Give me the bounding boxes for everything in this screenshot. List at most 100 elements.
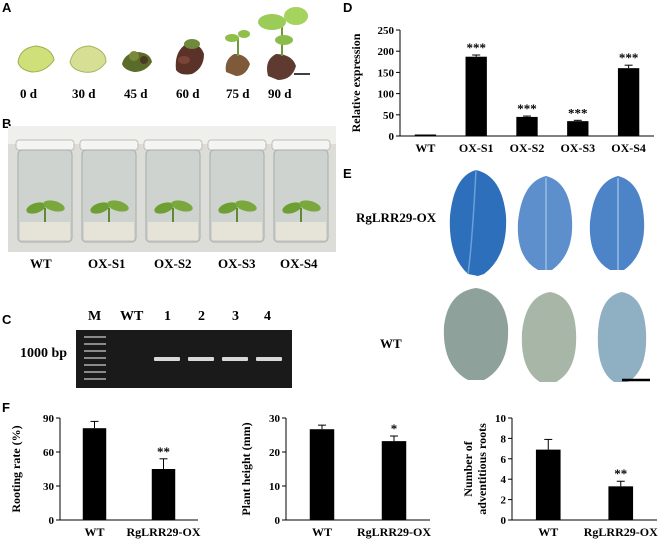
y-tick-label: 20 [269,447,281,459]
y-tick-label: 0 [501,515,507,527]
time-label-60d: 60 d [176,86,200,101]
significance-marker: ** [614,466,627,481]
panel-letter-b: B [2,116,12,131]
jar-5 [271,139,331,243]
band-size-label: 1000 bp [20,346,68,361]
jar-label-ox-s3: OX-S3 [218,256,256,271]
y-tick-label: 10 [495,413,507,425]
y-axis-label: Plant height (mm) [239,422,253,515]
gus-leaf-wt-2 [521,292,577,382]
bar-ox-s1 [465,56,487,136]
chart-relative-expression: 0 50 100 150 200 250 Relative expression WT *** O… [349,25,654,155]
gus-leaf-ox-1 [449,169,507,276]
bar-ox-s2 [516,116,538,136]
bar-rglrr29-ox [151,469,176,520]
x-tick-label: RgLRR29-OX [584,525,658,539]
panel-letter-c: C [2,312,12,327]
lane-label-3: 3 [232,309,239,324]
jar-label-ox-s1: OX-S1 [88,256,126,271]
x-tick-label: OX-S1 [459,141,494,155]
panel-letter-e: E [343,166,352,181]
bar-wt [535,449,561,520]
lane-label-2: 2 [198,309,205,324]
y-tick-label: 50 [383,110,395,122]
leaf-explant-45d [122,51,152,72]
y-tick-label: 100 [378,89,395,101]
y-tick-label: 0 [389,131,395,143]
x-tick-label: WT [312,525,332,539]
jar-label-ox-s4: OX-S4 [280,256,318,271]
significance-marker: *** [466,40,486,55]
x-tick-label: OX-S2 [510,141,545,155]
bar-ox-s4 [617,68,640,136]
panel-e-gus-leaves [443,169,650,382]
leaf-explant-90d [258,7,308,80]
time-label-45d: 45 d [124,86,148,101]
chart-adventitious-roots: 0 2 4 6 8 10 Number of adventitious roots WT ** Rg… [461,413,658,539]
gus-leaf-ox-3 [589,176,645,270]
x-tick-label: RgLRR29-OX [357,525,431,539]
gus-leaf-wt-1 [443,288,509,380]
leaf-explant-75d [225,30,250,76]
lane-label-m: M [88,309,102,324]
y-tick-label: 30 [269,413,281,425]
gus-leaf-wt-3 [597,292,647,382]
significance-marker: * [391,421,398,436]
lane-label-1: 1 [164,309,171,324]
y-tick-label: 8 [501,433,507,445]
bar-rglrr29-ox [381,441,407,520]
panel-letter-f: F [2,400,10,415]
significance-marker: ** [157,444,170,459]
y-tick-label: 30 [43,481,55,493]
significance-marker: *** [517,101,537,116]
y-tick-label: 2 [501,495,507,507]
y-tick-label: 0 [49,515,55,527]
panel-letter-a: A [2,0,12,15]
bar-ox-s3 [567,121,589,136]
x-tick-label: WT [84,525,104,539]
y-axis-label: Number of [461,440,475,496]
lane-label-wt: WT [120,309,144,324]
y-tick-label: 250 [378,25,395,37]
y-tick-label: 60 [43,447,55,459]
x-tick-label: RgLRR29-OX [127,525,201,539]
significance-marker: *** [568,105,588,120]
y-tick-label: 150 [378,67,395,79]
leaf-explant-30d [69,45,107,73]
x-tick-label: WT [538,525,558,539]
gus-leaf-ox-2 [517,176,573,270]
significance-marker: *** [619,50,639,65]
jar-label-ox-s2: OX-S2 [154,256,192,271]
time-label-0d: 0 d [20,86,37,101]
bar-wt [82,428,107,520]
jar-3 [143,139,203,243]
y-tick-label: 6 [501,454,507,466]
row-label-wt: WT [380,336,402,351]
y-axis-label: Rooting rate (%) [9,425,23,512]
bar-wt [309,429,335,520]
y-tick-label: 200 [378,46,395,58]
leaf-explant-60d [175,39,204,75]
panel-letter-d: D [343,0,353,15]
chart-rooting-rate: 0 30 60 90 Rooting rate (%) WT ** RgLRR29-OX [9,413,201,539]
x-tick-label: WT [415,141,435,155]
y-tick-label: 10 [269,481,281,493]
y-axis-label: Relative expression [349,33,363,132]
y-tick-label: 90 [43,413,55,425]
panel-c-gel-image [76,330,292,388]
panel-b-jars-photo [8,126,336,252]
x-tick-label: OX-S4 [611,141,646,155]
jar-2 [79,139,139,243]
time-label-30d: 30 d [72,86,96,101]
jar-1 [15,139,75,243]
y-tick-label: 0 [275,515,281,527]
y-axis-label: adventitious roots [475,423,489,515]
row-label-rglrr29-ox: RgLRR29-OX [356,210,437,225]
leaf-explant-0d [17,45,55,73]
jar-4 [207,139,267,243]
chart-plant-height: 0 10 20 30 Plant height (mm) WT * RgLRR29-OX [239,413,431,539]
x-tick-label: OX-S3 [560,141,595,155]
jar-label-wt: WT [30,256,52,271]
panel-a-timecourse-photo [17,7,310,80]
y-tick-label: 4 [501,474,507,486]
